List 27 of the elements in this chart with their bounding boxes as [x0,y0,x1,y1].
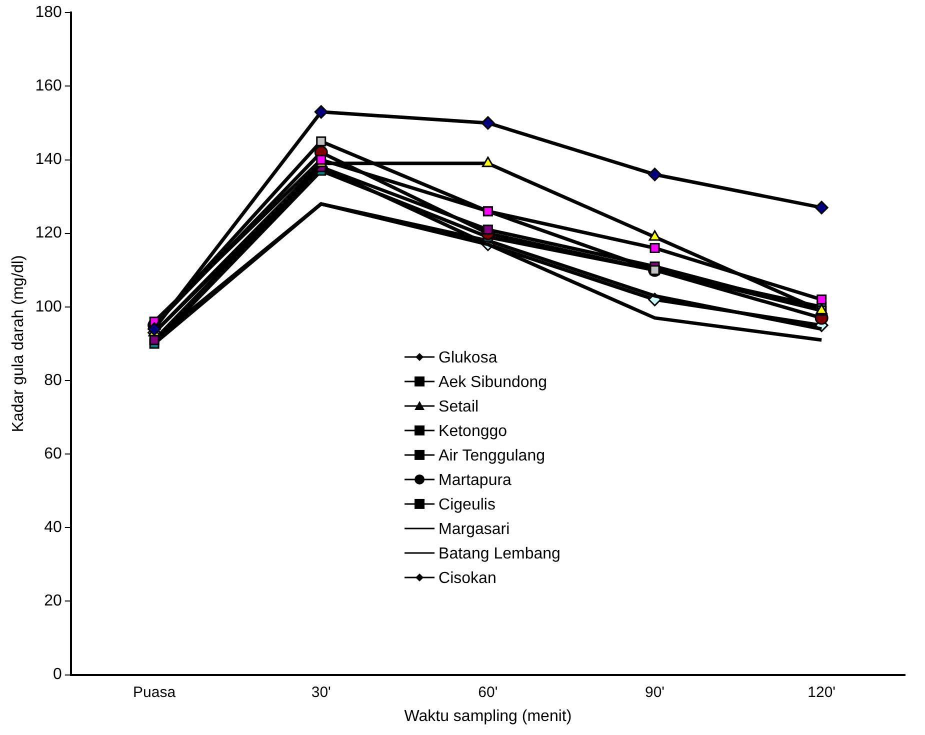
legend-label: Glukosa [438,349,498,366]
y-tick-label: 0 [52,666,62,684]
legend-label: Margasari [438,520,510,538]
y-tick-label: 140 [35,151,62,168]
legend-label: Setail [438,398,479,416]
legend-label: Batang Lembang [438,545,560,562]
y-tick-label: 60 [44,445,62,462]
legend-label: Ketonggo [438,422,508,440]
y-tick-label: 120 [35,224,62,242]
legend-label: Martapura [438,472,512,489]
x-tick-label: 30' [311,684,332,701]
y-axis-title: Kadar gula darah (mg/dl) [10,255,28,432]
legend-label: Air Tenggulang [438,447,545,464]
y-tick-label: 80 [44,372,62,389]
x-axis-title: Waktu sampling (menit) [404,708,572,725]
y-tick-label: 180 [35,4,62,22]
y-tick-label: 20 [44,592,62,610]
x-tick-label: 120' [808,684,836,701]
y-tick-label: 160 [35,78,62,95]
y-tick-label: 100 [35,298,62,316]
legend-label: Cisokan [438,570,496,587]
y-tick-label: 40 [44,519,62,536]
x-tick-label: 90' [644,684,665,701]
legend-label: Cigeulis [438,496,496,514]
legend-label: Aek Sibundong [438,374,548,391]
x-tick-label: 60' [478,684,498,701]
x-tick-label: Puasa [133,684,176,701]
